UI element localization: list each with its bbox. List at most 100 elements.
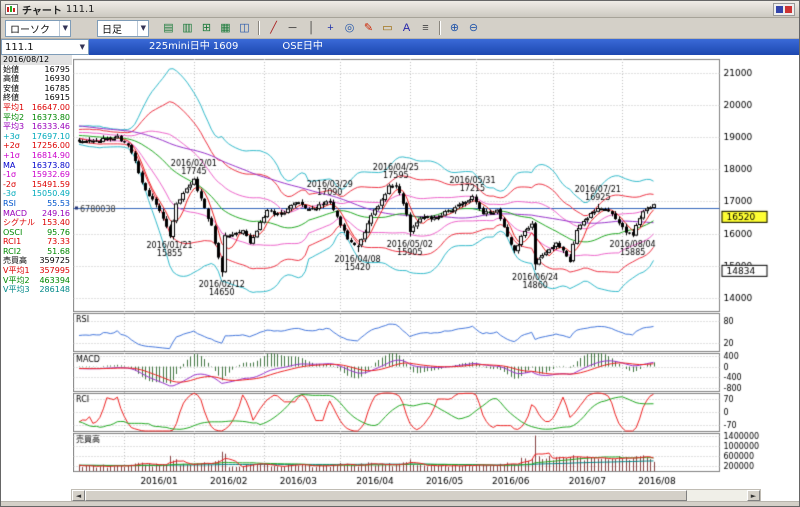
period-select[interactable]: 日足 ▼ xyxy=(97,19,149,37)
info-row-value: 359725 xyxy=(39,256,70,266)
info-row-label: 始値 xyxy=(3,64,19,74)
vertical-line-tool-icon[interactable]: │ xyxy=(302,19,321,37)
trendline-tool-icon[interactable]: ╱ xyxy=(264,19,283,37)
info-row-label: 終値 xyxy=(3,93,19,103)
info-row-label: 平均2 xyxy=(3,112,25,122)
info-row-label: シグナル xyxy=(3,218,35,228)
info-row-label: +2σ xyxy=(3,141,20,151)
info-row: -2σ 15491.59 xyxy=(1,180,72,190)
info-row: +2σ 17256.00 xyxy=(1,141,72,151)
info-date: 2016/08/12 xyxy=(1,55,72,65)
info-row-label: V平均2 xyxy=(3,275,30,285)
info-row-value: 17256.00 xyxy=(31,141,70,151)
info-row-label: 売買高 xyxy=(3,256,27,266)
crosshair-tool-icon[interactable]: + xyxy=(321,19,340,37)
layout-two-pane-icon[interactable]: ▥ xyxy=(178,19,197,37)
chevron-down-icon: ▼ xyxy=(58,20,68,36)
info-row-label: MACD xyxy=(3,208,27,218)
info-row-label: RSI xyxy=(3,198,16,208)
indicator-settings-icon[interactable]: ≡ xyxy=(416,19,435,37)
info-row: MACD 249.16 xyxy=(1,209,72,219)
info-row-value: 16915 xyxy=(44,93,70,103)
magnifier-tool-icon[interactable]: ◎ xyxy=(340,19,359,37)
chevron-down-icon: ▼ xyxy=(79,43,85,51)
info-row-value: 16795 xyxy=(44,64,70,74)
info-row: RSI 55.53 xyxy=(1,199,72,209)
info-row: 売買高 359725 xyxy=(1,256,72,266)
info-row-value: 249.16 xyxy=(42,208,70,218)
info-row: RCI2 51.68 xyxy=(1,247,72,257)
session-name: OSE日中 xyxy=(282,41,323,52)
info-row-value: 55.53 xyxy=(47,198,70,208)
info-row-label: -2σ xyxy=(3,179,17,189)
info-row-label: 平均3 xyxy=(3,122,25,132)
text-tool-icon[interactable]: A xyxy=(397,19,416,37)
info-row-value: 15932.69 xyxy=(31,170,70,180)
instrument-bar: 225mini日中 1609 OSE日中 xyxy=(89,39,799,55)
info-row-label: 高値 xyxy=(3,74,19,84)
info-row-label: MA xyxy=(3,160,16,170)
info-row-value: 17697.10 xyxy=(31,131,70,141)
info-row: V平均3 286148 xyxy=(1,285,72,295)
titlebar[interactable]: チャート 111.1 xyxy=(1,1,799,18)
info-row-label: RCI1 xyxy=(3,237,22,247)
chart-type-select[interactable]: ローソク ▼ xyxy=(5,19,71,37)
chart-horizontal-scrollbar[interactable]: ◄ ► xyxy=(71,489,761,501)
layout-six-pane-icon[interactable]: ▦ xyxy=(216,19,235,37)
quote-info-panel: 2016/08/12 始値 16795 高値 16930 安値 16785 終値 16915 平均… xyxy=(1,55,72,295)
period-label: 日足 xyxy=(102,24,122,36)
info-row: 始値 16795 xyxy=(1,65,72,75)
instrument-name: 225mini日中 1609 xyxy=(149,41,239,52)
symbol-select[interactable]: 111.1 ▼ xyxy=(1,39,89,55)
info-row: OSCI 95.76 xyxy=(1,228,72,238)
info-row-value: 463394 xyxy=(39,275,70,285)
info-row: 高値 16930 xyxy=(1,74,72,84)
horizontal-line-tool-icon[interactable]: ─ xyxy=(283,19,302,37)
compare-chart-icon[interactable]: ◫ xyxy=(235,19,254,37)
info-row: V平均2 463394 xyxy=(1,276,72,286)
info-row-value: 16647.00 xyxy=(31,102,70,112)
scroll-right-button[interactable]: ► xyxy=(747,490,760,501)
info-row: 安値 16785 xyxy=(1,84,72,94)
pencil-tool-icon[interactable]: ✎ xyxy=(359,19,378,37)
window-title: チャート xyxy=(22,5,62,17)
info-row: RCI1 73.33 xyxy=(1,237,72,247)
symbol-value: 111.1 xyxy=(5,41,34,53)
toolbar-icons: ▤ ▥ ⊞ ▦ ◫ ╱ ─ │ + ◎ ✎ ▭ A ≡ ⊕ ⊖ xyxy=(159,19,483,37)
info-row: -1σ 15932.69 xyxy=(1,170,72,180)
info-row: -3σ 15050.49 xyxy=(1,189,72,199)
zoom-out-icon[interactable]: ⊖ xyxy=(464,19,483,37)
zoom-in-icon[interactable]: ⊕ xyxy=(445,19,464,37)
scrollbar-thumb[interactable] xyxy=(85,490,688,501)
titlebar-corner-icon[interactable] xyxy=(773,2,795,16)
app-icon xyxy=(5,3,18,15)
info-row: MA 16373.80 xyxy=(1,161,72,171)
info-row-value: 95.76 xyxy=(47,227,70,237)
info-row-label: V平均3 xyxy=(3,285,30,295)
eraser-tool-icon[interactable]: ▭ xyxy=(378,19,397,37)
scroll-left-button[interactable]: ◄ xyxy=(72,490,85,501)
info-row-value: 73.33 xyxy=(47,237,70,247)
layout-four-pane-icon[interactable]: ⊞ xyxy=(197,19,216,37)
info-row-value: 51.68 xyxy=(47,246,70,256)
info-row-value: 16373.80 xyxy=(31,160,70,170)
info-row: 平均3 16333.46 xyxy=(1,122,72,132)
info-row-label: -1σ xyxy=(3,170,17,180)
info-row-label: OSCI xyxy=(3,227,23,237)
window-title-value: 111.1 xyxy=(65,3,95,15)
toolbar: ローソク ▼ 日足 ▼ ▤ ▥ ⊞ ▦ ◫ ╱ ─ │ + ◎ ✎ ▭ A ≡ ⊕ ⊖ xyxy=(1,18,799,39)
info-row-label: 安値 xyxy=(3,83,19,93)
info-row-label: +1σ xyxy=(3,150,20,160)
info-row: 平均1 16647.00 xyxy=(1,103,72,113)
info-row-value: 15050.49 xyxy=(31,189,70,199)
price-chart-canvas[interactable] xyxy=(73,55,799,490)
info-row-value: 16785 xyxy=(44,83,70,93)
info-row-label: -3σ xyxy=(3,189,17,199)
info-row: 終値 16915 xyxy=(1,93,72,103)
scrollbar-track[interactable] xyxy=(85,490,747,501)
layout-single-icon[interactable]: ▤ xyxy=(159,19,178,37)
chevron-down-icon: ▼ xyxy=(136,20,146,36)
info-row-value: 16814.90 xyxy=(31,150,70,160)
window-bottom-edge xyxy=(1,501,799,506)
info-row: +3σ 17697.10 xyxy=(1,132,72,142)
